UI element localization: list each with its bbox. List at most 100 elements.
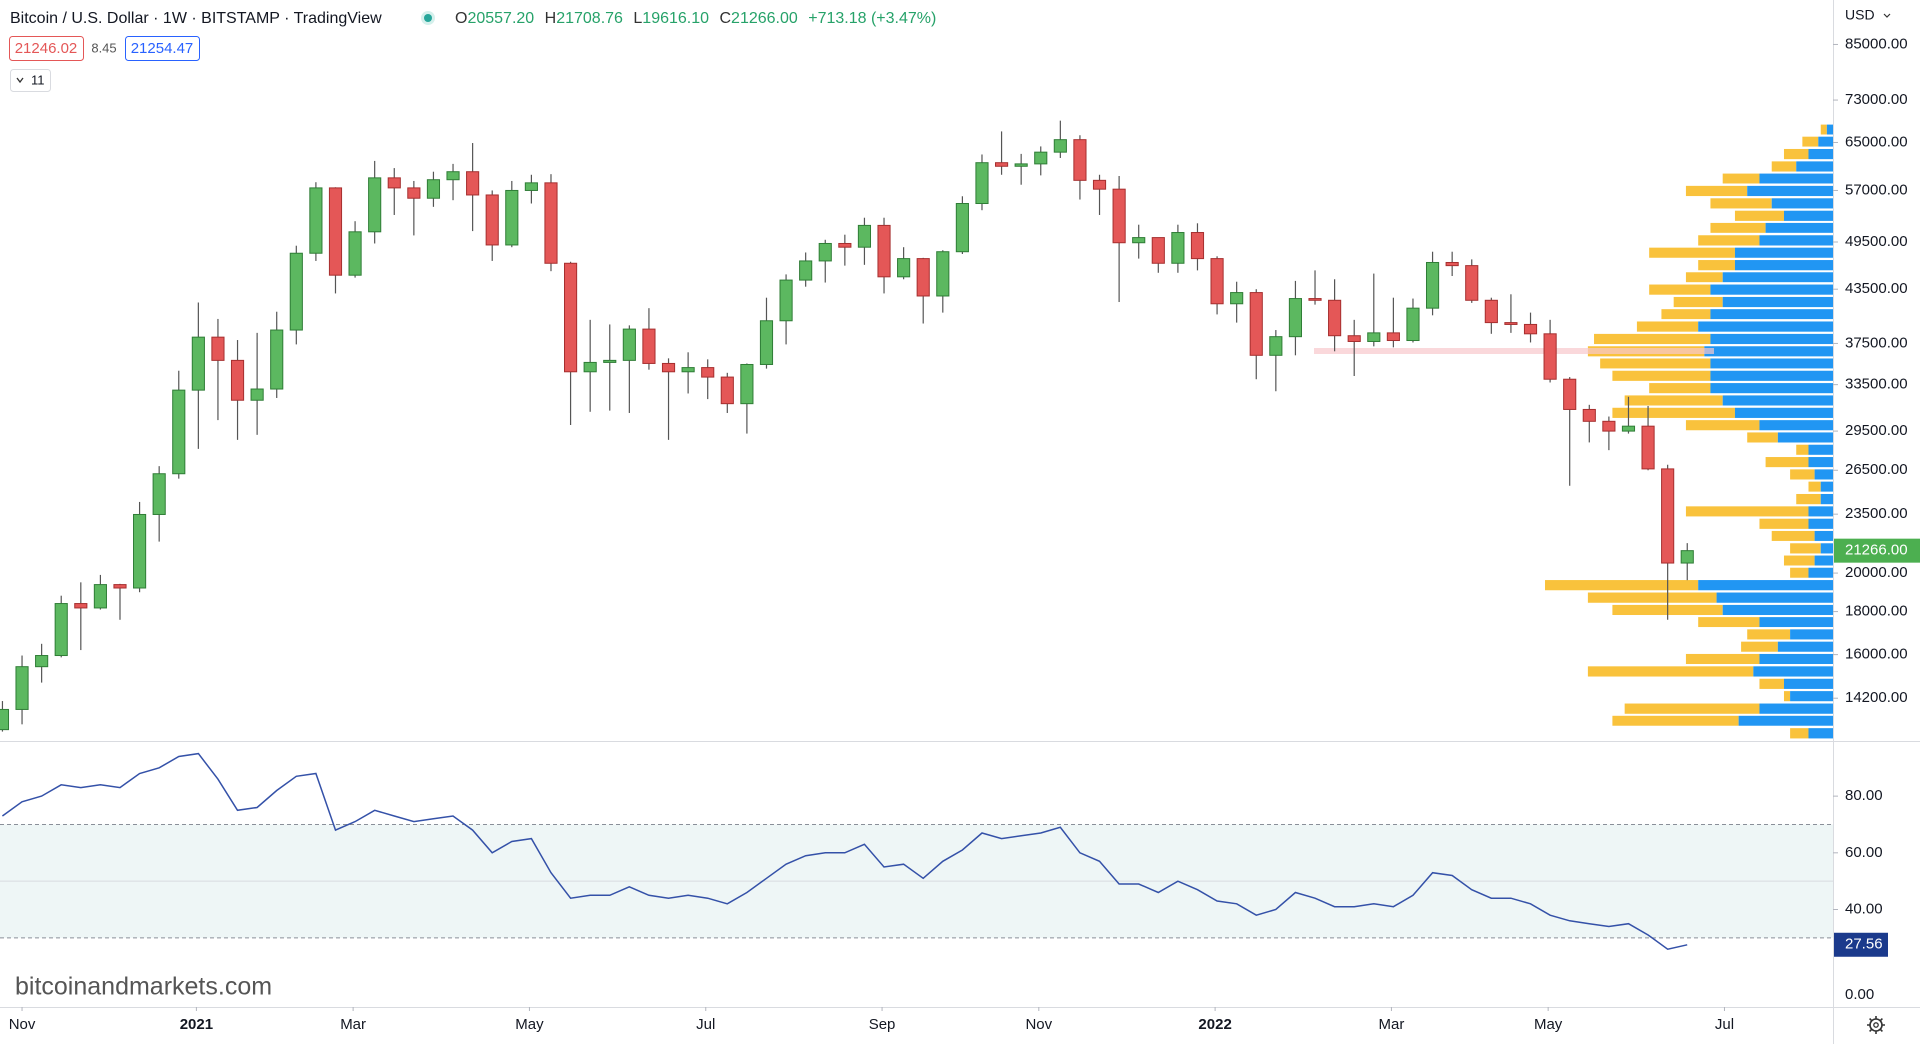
candle-body [1210,258,1224,305]
profile-down [1710,198,1772,209]
ask-box[interactable] [125,36,200,61]
x-tick-label: Jul [696,1016,715,1033]
candle-body [1132,237,1146,244]
candle-body [622,328,636,361]
profile-down [1783,555,1815,566]
candle-body [1680,550,1694,564]
candle-body [172,389,186,475]
candle-body [1465,265,1479,301]
profile-up [1710,309,1833,320]
candle-body [1053,139,1067,153]
profile-down [1636,321,1699,332]
profile-down [1790,469,1815,480]
profile-down [1612,370,1711,381]
currency[interactable]: USD [1845,7,1875,23]
y-tick-label: 43500.00 [1845,280,1908,297]
y-tick-label: 49500.00 [1845,233,1908,250]
x-tick-label: May [515,1016,544,1033]
profile-down [1802,136,1819,147]
profile-down [1765,457,1809,468]
profile-down [1759,678,1784,689]
profile-down [1771,530,1815,541]
candle-body [1523,323,1538,335]
candle-body [583,361,597,373]
candle-body [446,171,460,181]
ohlc-value: 19616.10 [642,10,709,27]
candle-body [230,359,245,401]
profile-down [1685,272,1723,283]
x-tick-label: 2021 [180,1016,213,1033]
change: +713.18 (+3.47%) [808,10,936,27]
profile-down [1790,543,1821,554]
profile-down [1624,395,1723,406]
profile-down [1649,247,1735,258]
y-tick-label: 29500.00 [1845,422,1908,439]
gear-hub [1873,1022,1879,1028]
profile-up [1820,493,1833,505]
candle-body [661,362,676,373]
profile-up [1765,222,1833,233]
profile-up [1734,260,1833,271]
profile-up [1783,210,1833,221]
candle-body [1367,332,1381,342]
candle-body [524,182,538,191]
profile-up [1814,469,1833,480]
candle-body [1582,408,1596,422]
candle-body [857,224,872,248]
profile-down [1759,518,1809,529]
candle-body [93,584,107,609]
candle-body [407,187,421,199]
profile-down [1790,728,1809,739]
gear-teeth [1867,1016,1885,1034]
header: Bitcoin / U.S. Dollar · 1W · BITSTAMP · … [9,7,1891,92]
profile-down [1649,284,1711,295]
candle-body [1328,299,1342,337]
profile-down [1673,296,1723,308]
rsi-background [0,823,1833,939]
profile-up [1759,617,1833,628]
candle-body [1190,232,1205,260]
profile-down [1796,444,1809,455]
profile-up [1747,185,1833,197]
ohlc-value: 20557.20 [467,10,534,27]
candle-body [897,258,911,278]
indicator-toggle[interactable] [10,69,51,92]
profile-up [1759,420,1833,431]
candle-body [1386,332,1400,342]
chevron [16,77,24,84]
candle-body [1484,299,1498,324]
profile-down [1741,641,1778,652]
x-tick-label: Mar [1379,1016,1405,1033]
watermark: bitcoinandmarkets.com [15,973,272,1001]
profile-down [1747,629,1791,640]
profile-down [1783,691,1791,702]
profile-up [1820,481,1833,492]
candle-body [0,708,10,731]
profile-up [1759,173,1833,184]
settings-gear[interactable] [1867,1016,1885,1034]
profile-up [1734,407,1833,418]
profile-up [1753,666,1833,677]
candle-body [1112,188,1126,244]
profile-up [1777,432,1833,443]
profile-down [1600,358,1711,369]
x-tick-label: Jul [1715,1016,1734,1033]
profile-up [1722,296,1833,308]
profile-up [1722,272,1833,283]
profile-down [1594,333,1711,345]
profile-down [1685,653,1760,665]
bid-box[interactable] [9,36,84,61]
profile-down [1820,124,1827,135]
profile-up [1704,346,1833,357]
spread: 8.45 [91,40,116,55]
candle-body [54,603,68,657]
candle-body [1249,292,1263,356]
candle-body [1073,139,1087,181]
profile-down [1722,173,1760,184]
x-tick-label: May [1534,1016,1563,1033]
profile-up [1820,543,1833,554]
candle-body [1602,420,1616,432]
candle-body [936,251,950,297]
y-tick-label: 65000.00 [1845,133,1908,150]
candle-body [1621,425,1636,432]
